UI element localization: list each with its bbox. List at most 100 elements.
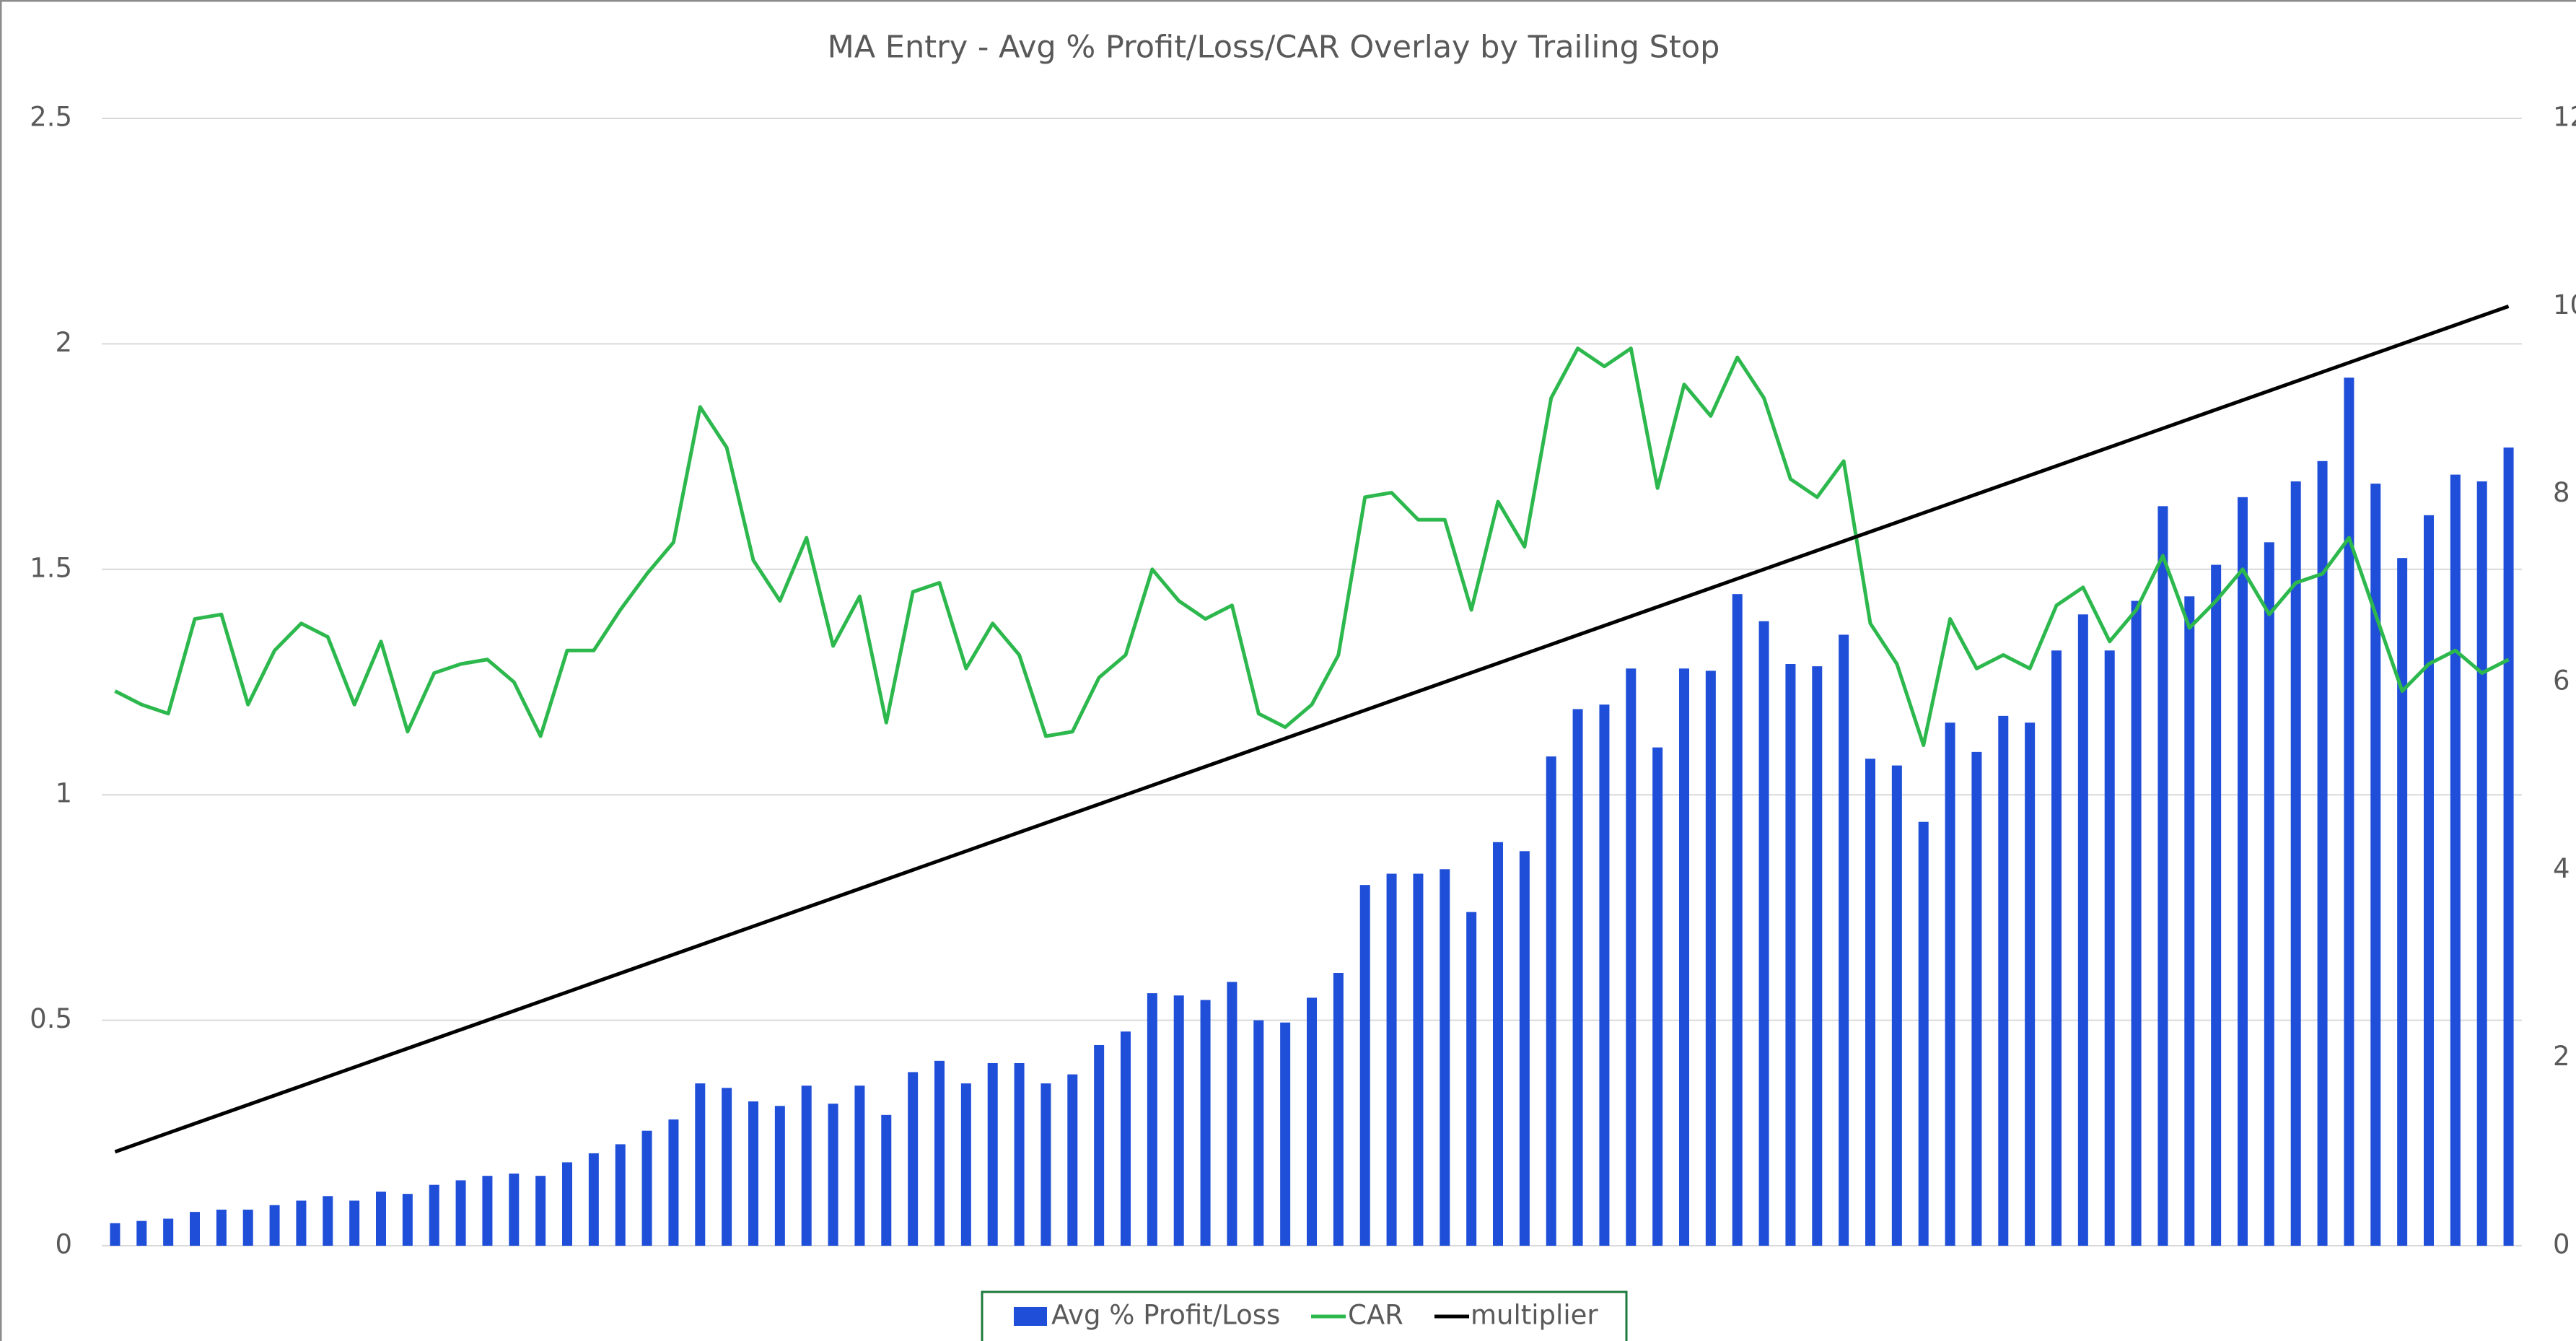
bar — [2025, 722, 2036, 1246]
chart-title: MA Entry - Avg % Profit/Loss/CAR Overlay… — [828, 30, 1720, 66]
bar — [722, 1088, 732, 1246]
bar — [1120, 1031, 1131, 1246]
bar — [1067, 1074, 1078, 1246]
bar — [1440, 869, 1450, 1246]
bar — [960, 1083, 971, 1246]
bar — [1865, 759, 1876, 1246]
bar — [189, 1212, 201, 1246]
bar — [1971, 751, 1982, 1246]
bar — [429, 1184, 439, 1246]
bar — [801, 1086, 812, 1246]
bar — [1812, 666, 1823, 1246]
y2-tick-label: 2 — [2553, 1041, 2570, 1072]
bar — [2184, 596, 2195, 1246]
bar — [1945, 722, 1955, 1246]
bar — [561, 1162, 573, 1246]
legend-label: multiplier — [1471, 1300, 1598, 1331]
bar — [854, 1086, 865, 1246]
bar — [2476, 481, 2487, 1246]
bar — [1891, 765, 1902, 1246]
legend-box — [981, 1290, 1628, 1341]
bar — [2317, 460, 2328, 1246]
bar — [2237, 497, 2248, 1246]
bar — [2450, 474, 2461, 1246]
bar — [695, 1083, 706, 1246]
bar — [110, 1223, 121, 1246]
bar — [1413, 873, 1424, 1246]
bar — [934, 1060, 945, 1246]
bar — [881, 1114, 892, 1246]
legend-label: Avg % Profit/Loss — [1051, 1300, 1280, 1331]
y2-tick-label: 0 — [2553, 1229, 2570, 1260]
line-series — [114, 304, 2510, 1154]
bar — [748, 1101, 759, 1246]
y2-tick-label: 10 — [2553, 289, 2576, 320]
y2-tick-label: 6 — [2553, 665, 2570, 696]
bar — [1546, 756, 1556, 1246]
bar — [216, 1210, 227, 1246]
bar — [2290, 481, 2301, 1246]
bar — [1572, 709, 1583, 1246]
bar — [774, 1106, 785, 1246]
bar — [1200, 1000, 1211, 1246]
bar — [1492, 842, 1504, 1246]
bar — [1519, 851, 1530, 1246]
bar — [2157, 506, 2168, 1246]
bar — [1599, 704, 1610, 1246]
bar — [1466, 912, 1477, 1246]
bar — [163, 1218, 174, 1246]
bar — [1678, 668, 1690, 1246]
bar — [2264, 542, 2274, 1246]
bar — [2397, 558, 2408, 1246]
bar — [1386, 873, 1397, 1246]
y-tick-label: 2 — [55, 327, 72, 358]
bar — [269, 1205, 280, 1246]
bar — [1094, 1044, 1105, 1246]
bar — [1306, 997, 1318, 1246]
bar — [1918, 821, 1929, 1246]
bar — [402, 1194, 413, 1246]
bar — [482, 1176, 493, 1246]
bar — [1758, 621, 1769, 1246]
legend-label: CAR — [1348, 1300, 1403, 1331]
bar — [588, 1153, 599, 1246]
bar — [2503, 447, 2514, 1246]
bar — [1732, 594, 1743, 1246]
bar — [1041, 1083, 1051, 1246]
bar — [1227, 982, 1237, 1246]
bar — [1359, 885, 1370, 1246]
bar — [509, 1174, 520, 1246]
line-series — [114, 346, 2510, 747]
bar — [1839, 634, 1849, 1246]
bar — [828, 1104, 838, 1246]
legend-marker — [1014, 1307, 1047, 1326]
bar — [2370, 484, 2381, 1246]
bar — [1014, 1062, 1025, 1246]
bar — [375, 1192, 387, 1246]
bar — [2104, 650, 2115, 1246]
bar — [296, 1200, 307, 1246]
y-tick-label: 1.5 — [30, 552, 72, 583]
bar — [1253, 1020, 1264, 1246]
bar — [2051, 650, 2062, 1246]
y-tick-label: 2.5 — [30, 102, 72, 133]
bar — [2423, 515, 2435, 1246]
bar — [2077, 614, 2088, 1246]
bar — [1705, 670, 1716, 1246]
bar — [323, 1196, 333, 1246]
bar — [136, 1220, 147, 1246]
bar — [455, 1180, 466, 1246]
bar — [1333, 972, 1344, 1246]
y-tick-label: 0.5 — [30, 1003, 72, 1034]
bar — [349, 1200, 360, 1246]
bar — [987, 1062, 998, 1246]
bar — [641, 1130, 652, 1246]
bar — [1280, 1022, 1291, 1246]
y2-tick-label: 8 — [2553, 477, 2570, 508]
bar — [535, 1176, 546, 1246]
bar — [2344, 377, 2354, 1246]
y2-tick-label: 12 — [2553, 102, 2576, 133]
y2-tick-label: 4 — [2553, 853, 2570, 884]
